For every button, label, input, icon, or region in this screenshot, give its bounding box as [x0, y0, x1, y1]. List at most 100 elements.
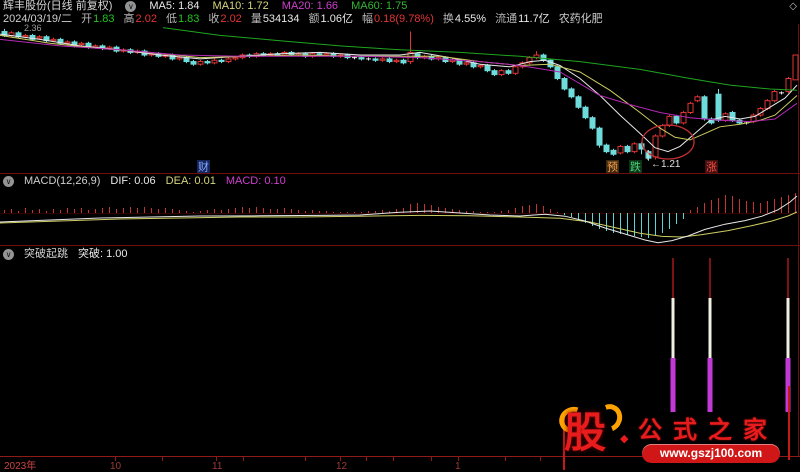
stock-title: 辉丰股份(日线 前复权) [3, 0, 113, 12]
candle [512, 66, 519, 74]
macd-dif-value: DIF: 0.06 [110, 175, 156, 187]
candle [449, 59, 456, 63]
logo-website-pill: www.gszj100.com [642, 444, 780, 463]
low-price-label: ←1.21 [651, 159, 681, 170]
quote-field-turnover: 换 4.55% [442, 13, 487, 25]
candle [29, 34, 36, 40]
quote-field-amount: 额 1.06亿 [308, 13, 353, 25]
candle [729, 111, 736, 121]
logo-divider-line [563, 412, 565, 470]
candle [393, 59, 400, 63]
chart-label-box [705, 160, 718, 173]
candle [358, 57, 365, 60]
candle [36, 36, 43, 39]
candle [610, 149, 617, 155]
candle [582, 106, 589, 119]
candle [78, 42, 85, 46]
candle [694, 96, 701, 102]
candle [561, 78, 568, 90]
candle [57, 38, 64, 44]
chart-label: 财 [198, 160, 209, 174]
candle [316, 53, 323, 56]
candle [176, 57, 183, 60]
gszj-logo: 股 公式之家 www.gszj100.com [552, 386, 798, 472]
candle [540, 54, 547, 61]
ma-line-ma10 [0, 34, 798, 141]
candle [204, 61, 211, 64]
chart-label-box [606, 160, 619, 173]
candle [190, 61, 197, 65]
axis-label: 12 [336, 461, 348, 472]
candle [575, 96, 582, 108]
ma5-value: MA5: 1.84 [149, 0, 200, 12]
chart-label-box [629, 160, 642, 173]
candle [666, 115, 673, 127]
candle [596, 127, 603, 146]
macd-collapse-icon[interactable] [3, 176, 14, 187]
macd-dea-line [0, 211, 798, 238]
quote-field-close: 收 2.02 [208, 13, 242, 25]
candle [1, 31, 8, 36]
faint-price-label: 2.36 [24, 23, 42, 33]
candle [379, 58, 386, 61]
candle [50, 38, 57, 42]
candle [785, 78, 792, 93]
axis-label: 1 [455, 461, 461, 472]
ma10-value: MA10: 1.72 [212, 0, 269, 12]
quote-field-float-cap: 流通 11.7亿 [495, 13, 550, 25]
axis-label: 11 [212, 461, 223, 472]
macd-name: MACD(12,26,9) [24, 175, 101, 187]
candle [491, 70, 498, 76]
axis-label: 2023年 [4, 459, 36, 472]
candle [603, 144, 610, 153]
candle [498, 70, 505, 76]
breakout-value: 突破: 1.00 [78, 248, 128, 260]
candle [568, 88, 575, 98]
candle [22, 34, 29, 38]
candle [463, 62, 470, 65]
quote-field-high: 高 2.02 [123, 13, 157, 25]
candle [477, 64, 484, 68]
ma-line-ma60 [162, 27, 798, 91]
breakout-bar-base [670, 358, 676, 412]
candle [64, 41, 71, 44]
candle [771, 91, 778, 102]
candle [792, 54, 799, 81]
ma-line-ma5 [0, 33, 798, 153]
quote-date: 2024/03/19/二 [3, 13, 73, 25]
logo-bull-glyph: 股 [564, 411, 607, 457]
breakout-name: 突破起跳 [24, 248, 68, 260]
candle [386, 58, 393, 63]
candle [197, 61, 204, 65]
breakout-header: 突破起跳 突破: 1.00 [3, 248, 128, 261]
breakout-bar-base [785, 358, 791, 412]
candle [617, 145, 624, 154]
candle [323, 53, 330, 56]
logo-brand-text: 公式之家 [638, 418, 778, 444]
chart-label: 预 [607, 161, 618, 174]
quote-field-volume: 量 534134 [250, 13, 300, 25]
macd-value: MACD: 0.10 [225, 175, 286, 187]
candle [232, 57, 239, 60]
low-circle-annotation [641, 124, 695, 160]
collapse-icon[interactable] [125, 1, 137, 12]
breakout-collapse-icon[interactable] [3, 249, 14, 260]
logo-right-line [788, 386, 790, 460]
quote-fields: 开 1.83 高 2.02 低 1.83 收 2.02 量 534134 额 1.06亿幅 0.18(9… [81, 13, 603, 25]
candle [372, 58, 379, 61]
candle [701, 96, 708, 120]
axis-label: 10 [110, 461, 122, 472]
corner-diamond-icon[interactable] [789, 0, 797, 13]
candle [554, 66, 561, 80]
candle [589, 117, 596, 129]
ma-line-ma20 [0, 38, 798, 123]
breakout-bar-mid [671, 298, 675, 358]
quote-bar: 2024/03/19/二 开 1.83 高 2.02 低 1.83 收 2.02 量 534134… [3, 13, 797, 25]
candle [225, 58, 232, 63]
chart-label: 跌 [630, 160, 641, 174]
breakout-bar-mid [708, 298, 712, 358]
breakout-bar-top [709, 258, 711, 298]
quote-field-open: 开 1.83 [81, 13, 115, 25]
